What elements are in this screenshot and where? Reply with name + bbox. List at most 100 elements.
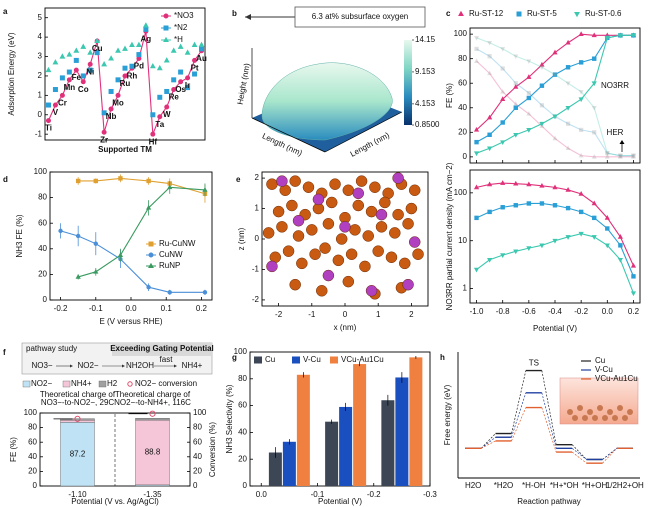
legend-label: H2 <box>107 379 118 388</box>
connector <box>511 392 527 438</box>
atom <box>276 175 288 187</box>
marker <box>122 73 128 79</box>
y-tick-label: 0 <box>193 481 198 490</box>
element-label: Hf <box>149 137 158 146</box>
marker <box>605 226 610 231</box>
pathway-arrowhead <box>122 364 125 368</box>
y-tick-label: 0 <box>33 481 38 490</box>
marker <box>591 235 597 240</box>
x-tick-label: *H+*OH <box>550 481 579 490</box>
marker <box>164 104 170 110</box>
conversion-marker <box>74 415 81 422</box>
marker <box>142 22 149 28</box>
legend-label: *N2 <box>174 23 188 32</box>
y-tick-label: 40 <box>38 244 47 253</box>
x-tick-label: 1/2H2+OH <box>606 481 644 490</box>
arrow-head <box>245 14 251 20</box>
marker <box>630 33 637 39</box>
atom <box>389 227 401 239</box>
marker <box>591 32 597 38</box>
her-marker <box>487 54 492 59</box>
marker <box>73 67 79 73</box>
legend-label: *NO3 <box>174 11 194 20</box>
x-tick-label: -0.4 <box>548 307 562 316</box>
legend-marker <box>148 252 154 258</box>
marker <box>93 241 98 246</box>
atom <box>375 208 388 221</box>
marker <box>177 43 184 49</box>
marker <box>500 180 506 185</box>
marker <box>578 209 584 215</box>
marker <box>513 249 519 255</box>
y-axis-label: NH3 FE (%) <box>15 214 24 257</box>
atom <box>266 178 278 190</box>
y-tick-label: 80 <box>458 54 467 63</box>
y-tick-label: 80 <box>28 423 37 432</box>
element-label: Pt <box>191 64 199 73</box>
colorbar <box>404 40 412 125</box>
y-axis-label: NO3RR partial current density (mA cm−2) <box>445 162 454 310</box>
connector <box>481 440 496 449</box>
marker <box>487 132 492 137</box>
legend-marker <box>163 36 169 43</box>
her-marker <box>513 81 518 86</box>
atom <box>408 236 421 248</box>
her-marker <box>474 46 479 51</box>
y-axis-label: Conversion (%) <box>208 422 217 477</box>
marker <box>80 73 86 79</box>
marker <box>108 106 114 112</box>
y-tick-label: 20 <box>238 454 247 463</box>
panel-letter: g <box>232 353 237 362</box>
bar <box>296 374 310 486</box>
x-tick-label: -0.3 <box>423 490 437 499</box>
her-line <box>476 37 634 157</box>
x-axis-label: Potential (V) <box>318 497 362 506</box>
y-tick-label: 40 <box>238 428 247 437</box>
x-tick-label: -0.2 <box>54 304 68 313</box>
legend-swatch <box>98 380 107 388</box>
marker <box>578 97 584 103</box>
y-tick-label: 60 <box>38 218 47 227</box>
her-marker <box>579 127 584 132</box>
annotation: NO3−-to-NO2−, 29C <box>41 398 115 407</box>
marker <box>75 233 81 239</box>
marker <box>191 41 198 47</box>
conversion-marker <box>149 410 156 417</box>
marker <box>185 75 191 81</box>
y-tick-label: 0 <box>463 152 468 161</box>
atom <box>289 278 301 291</box>
element-label: Co <box>78 85 89 94</box>
atom <box>402 218 414 230</box>
bar-segment <box>135 419 170 486</box>
surface-axis <box>251 117 326 153</box>
her-marker <box>578 152 584 158</box>
atom <box>365 205 378 218</box>
atom <box>408 184 421 197</box>
marker <box>513 105 518 110</box>
marker <box>178 79 184 85</box>
atom <box>405 202 418 215</box>
her-marker <box>617 154 623 159</box>
her-marker <box>578 90 584 95</box>
legend-swatch <box>292 356 300 364</box>
atom <box>319 242 331 254</box>
her-marker <box>604 151 610 156</box>
diagram-gate: Exceeding Gating Potential <box>110 344 214 353</box>
marker <box>578 191 584 196</box>
y-axis-label: NH3 Selectivity (%) <box>225 384 234 453</box>
y-axis-label: Adsorption Energy (eV) <box>7 32 16 115</box>
marker <box>539 201 545 206</box>
her-marker <box>500 66 505 71</box>
gate-box <box>112 343 212 356</box>
marker <box>604 35 610 41</box>
atom <box>322 269 335 282</box>
atom <box>399 257 411 270</box>
y-tick-label: 0 <box>243 481 248 490</box>
x-tick-label: -0.2 <box>367 490 381 499</box>
y-tick-label: 100 <box>454 29 468 38</box>
marker <box>565 65 571 70</box>
bar <box>395 377 409 486</box>
marker <box>52 87 58 93</box>
legend-label: Cu <box>265 355 275 364</box>
her-marker <box>552 135 558 141</box>
